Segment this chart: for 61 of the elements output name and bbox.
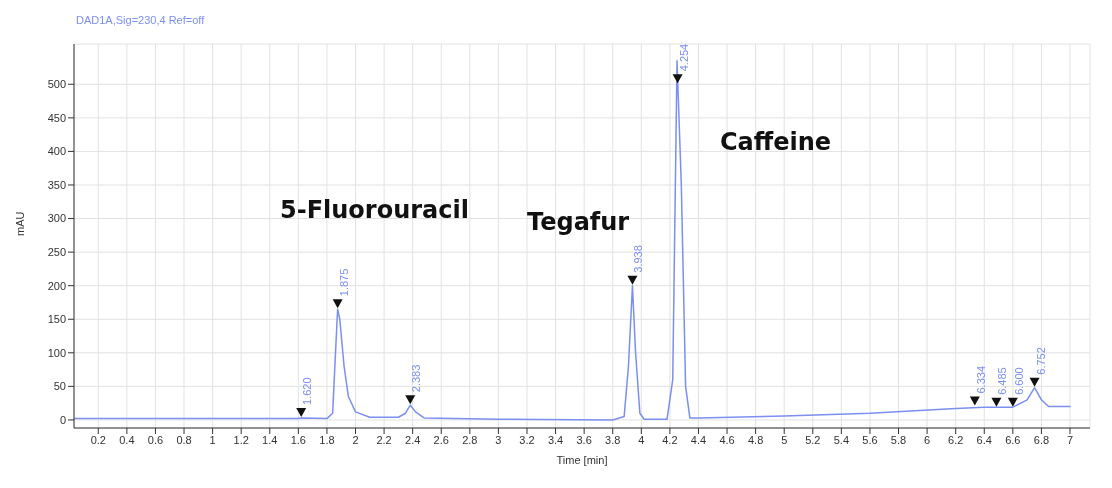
x-axis-title: Time [min] — [556, 454, 608, 466]
x-tick-label: 3 — [495, 433, 502, 446]
x-tick-label: 3.2 — [519, 433, 535, 446]
x-tick-label: 4.4 — [690, 433, 707, 446]
x-tick-label: 1.8 — [319, 433, 335, 446]
x-tick-label: 0.8 — [176, 433, 192, 446]
x-tick-label: 6.8 — [1033, 433, 1050, 446]
y-tick-label: 150 — [47, 313, 66, 326]
annotation: 6.752 — [1034, 347, 1047, 375]
x-tick-label: 6.6 — [1005, 433, 1021, 446]
x-tick-label: 5.2 — [805, 433, 821, 446]
y-axis-title: mAU — [13, 211, 26, 236]
x-tick-label: 5.4 — [833, 433, 850, 446]
x-tick-label: 6.2 — [948, 433, 964, 446]
x-tick-label: 2.6 — [433, 433, 449, 446]
y-tick-label: 50 — [53, 380, 66, 393]
x-tick-label: 4.8 — [747, 433, 764, 446]
x-tick-label: 3.4 — [547, 433, 564, 446]
x-tick-label: 2.2 — [376, 433, 392, 446]
annotation: 5-Fluorouracil — [280, 196, 469, 224]
y-tick-label: 0 — [59, 413, 66, 426]
annotation: 2.383 — [410, 364, 423, 393]
x-tick-label: 5.8 — [890, 433, 907, 446]
x-tick-label: 6.4 — [976, 433, 992, 446]
x-tick-label: 2.4 — [405, 433, 421, 446]
x-tick-label: 5.6 — [862, 433, 878, 446]
y-tick-label: 450 — [47, 111, 66, 124]
annotation: 3.938 — [632, 245, 645, 273]
y-tick-label: 350 — [47, 178, 66, 191]
annotation: Caffeine — [720, 128, 832, 156]
y-tick-label: 100 — [47, 346, 66, 359]
x-tick-label: 1 — [209, 433, 216, 446]
x-tick-label: 5 — [781, 433, 788, 446]
annotation: 4.254 — [677, 43, 690, 72]
x-tick-label: 0.4 — [119, 433, 135, 446]
annotation: 1.620 — [301, 377, 314, 405]
x-tick-label: 3.6 — [576, 433, 592, 446]
annotation: 6.334 — [974, 365, 987, 394]
x-tick-label: 4 — [638, 433, 645, 446]
x-tick-label: 1.4 — [262, 433, 278, 446]
y-tick-label: 200 — [47, 279, 66, 292]
annotation: Tegafur — [527, 208, 630, 236]
annotation: 6.600 — [1012, 367, 1025, 395]
x-tick-label: 6 — [924, 433, 931, 446]
x-tick-label: 4.2 — [662, 433, 678, 446]
x-tick-label: 2 — [352, 433, 359, 446]
y-tick-label: 250 — [47, 246, 66, 259]
x-tick-label: 1.2 — [233, 433, 249, 446]
chart-title: DAD1A,Sig=230,4 Ref=off — [76, 14, 205, 26]
annotation: 1.875 — [337, 268, 350, 297]
y-tick-label: 400 — [47, 145, 66, 158]
x-tick-label: 3.8 — [605, 433, 621, 446]
x-tick-label: 0.2 — [90, 433, 106, 446]
x-tick-label: 7 — [1066, 433, 1074, 446]
x-tick-label: 0.6 — [147, 433, 164, 446]
x-tick-label: 4.6 — [719, 433, 735, 446]
y-tick-label: 300 — [47, 212, 66, 225]
y-tick-label: 500 — [47, 78, 66, 91]
x-tick-label: 1.6 — [290, 433, 306, 446]
annotation: 6.485 — [996, 367, 1009, 395]
x-tick-label: 2.8 — [462, 433, 478, 446]
